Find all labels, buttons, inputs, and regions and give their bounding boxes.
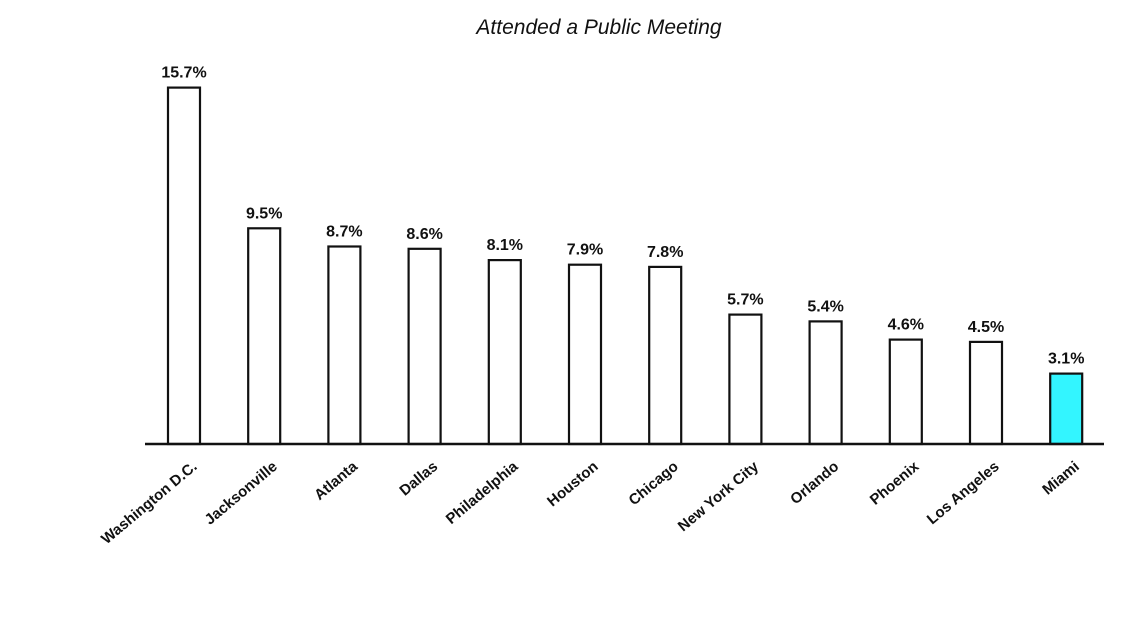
- bar-los-angeles: [968, 340, 1004, 446]
- bar-miami: [1049, 372, 1084, 446]
- value-label-houston: 7.9%: [567, 242, 603, 259]
- category-label-los-angeles: Los Angeles: [924, 458, 1003, 528]
- category-label-chicago: Chicago: [626, 458, 682, 509]
- bar-jacksonville: [247, 227, 282, 446]
- category-label-atlanta: Atlanta: [311, 458, 361, 504]
- value-labels-group: 15.7% 9.5% 8.7% 8.6% 8.1% 7.9% 7.8% 5.7% 5.4% 4.6…: [161, 65, 1084, 368]
- value-label-chicago: 7.8%: [647, 244, 683, 261]
- bar-philadelphia: [487, 259, 522, 446]
- category-label-jacksonville: Jacksonville: [201, 458, 280, 528]
- category-label-washington-d-c: Washington D.C.: [98, 458, 200, 548]
- value-label-miami: 3.1%: [1048, 351, 1084, 368]
- bar-chicago: [648, 265, 683, 446]
- bar-atlanta: [327, 245, 362, 446]
- value-label-new-york-city: 5.7%: [727, 292, 763, 309]
- bar-orlando: [808, 320, 843, 446]
- bar-new-york-city: [728, 313, 763, 446]
- value-label-philadelphia: 8.1%: [487, 237, 523, 254]
- category-label-orlando: Orlando: [787, 458, 842, 508]
- bar-phoenix: [888, 338, 923, 446]
- bar-houston: [567, 263, 603, 446]
- category-label-miami: Miami: [1039, 458, 1082, 498]
- bar-washington-d-c: [166, 86, 202, 446]
- value-label-dallas: 8.6%: [406, 226, 442, 243]
- value-label-orlando: 5.4%: [807, 298, 843, 315]
- category-labels-group: Washington D.C. Jacksonville Atlanta Dallas…: [98, 458, 1083, 548]
- category-label-phoenix: Phoenix: [867, 458, 923, 509]
- category-label-new-york-city: New York City: [675, 458, 763, 535]
- value-label-atlanta: 8.7%: [326, 224, 362, 241]
- bar-dallas: [407, 247, 442, 446]
- value-label-washington-d-c: 15.7%: [161, 65, 206, 82]
- category-label-dallas: Dallas: [396, 458, 441, 499]
- value-label-jacksonville: 9.5%: [246, 205, 282, 222]
- category-label-philadelphia: Philadelphia: [443, 458, 522, 528]
- category-label-houston: Houston: [544, 458, 602, 510]
- bars-group: [166, 86, 1084, 446]
- value-label-phoenix: 4.6%: [888, 317, 924, 334]
- chart-title: Attended a Public Meeting: [474, 16, 721, 39]
- value-label-los-angeles: 4.5%: [968, 319, 1004, 336]
